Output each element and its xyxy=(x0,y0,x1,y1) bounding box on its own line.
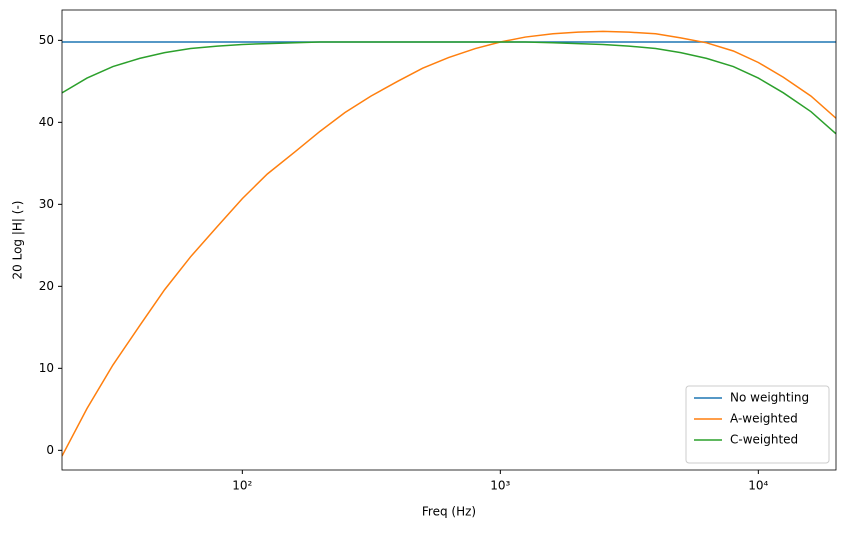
plot-frame xyxy=(61,9,837,471)
y-tick-label: 30 xyxy=(39,197,54,211)
y-tick-label: 0 xyxy=(46,443,54,457)
legend-label: C-weighted xyxy=(730,433,798,447)
y-tick-label: 20 xyxy=(39,279,54,293)
series-line xyxy=(62,41,836,135)
y-tick-label: 40 xyxy=(39,115,54,129)
x-axis-label: Freq (Hz) xyxy=(422,505,476,519)
y-tick-label: 50 xyxy=(39,33,54,47)
legend-label: No weighting xyxy=(730,391,809,405)
legend-box xyxy=(685,385,830,464)
x-tick-label: 10⁴ xyxy=(748,479,768,493)
x-tick-label: 10³ xyxy=(490,479,510,493)
y-axis-label: 20 Log |H| (-) xyxy=(11,201,25,280)
x-tick-label: 10² xyxy=(232,479,252,493)
y-tick-label: 10 xyxy=(39,361,54,375)
legend-label: A-weighted xyxy=(730,412,798,426)
series-line xyxy=(62,30,836,457)
